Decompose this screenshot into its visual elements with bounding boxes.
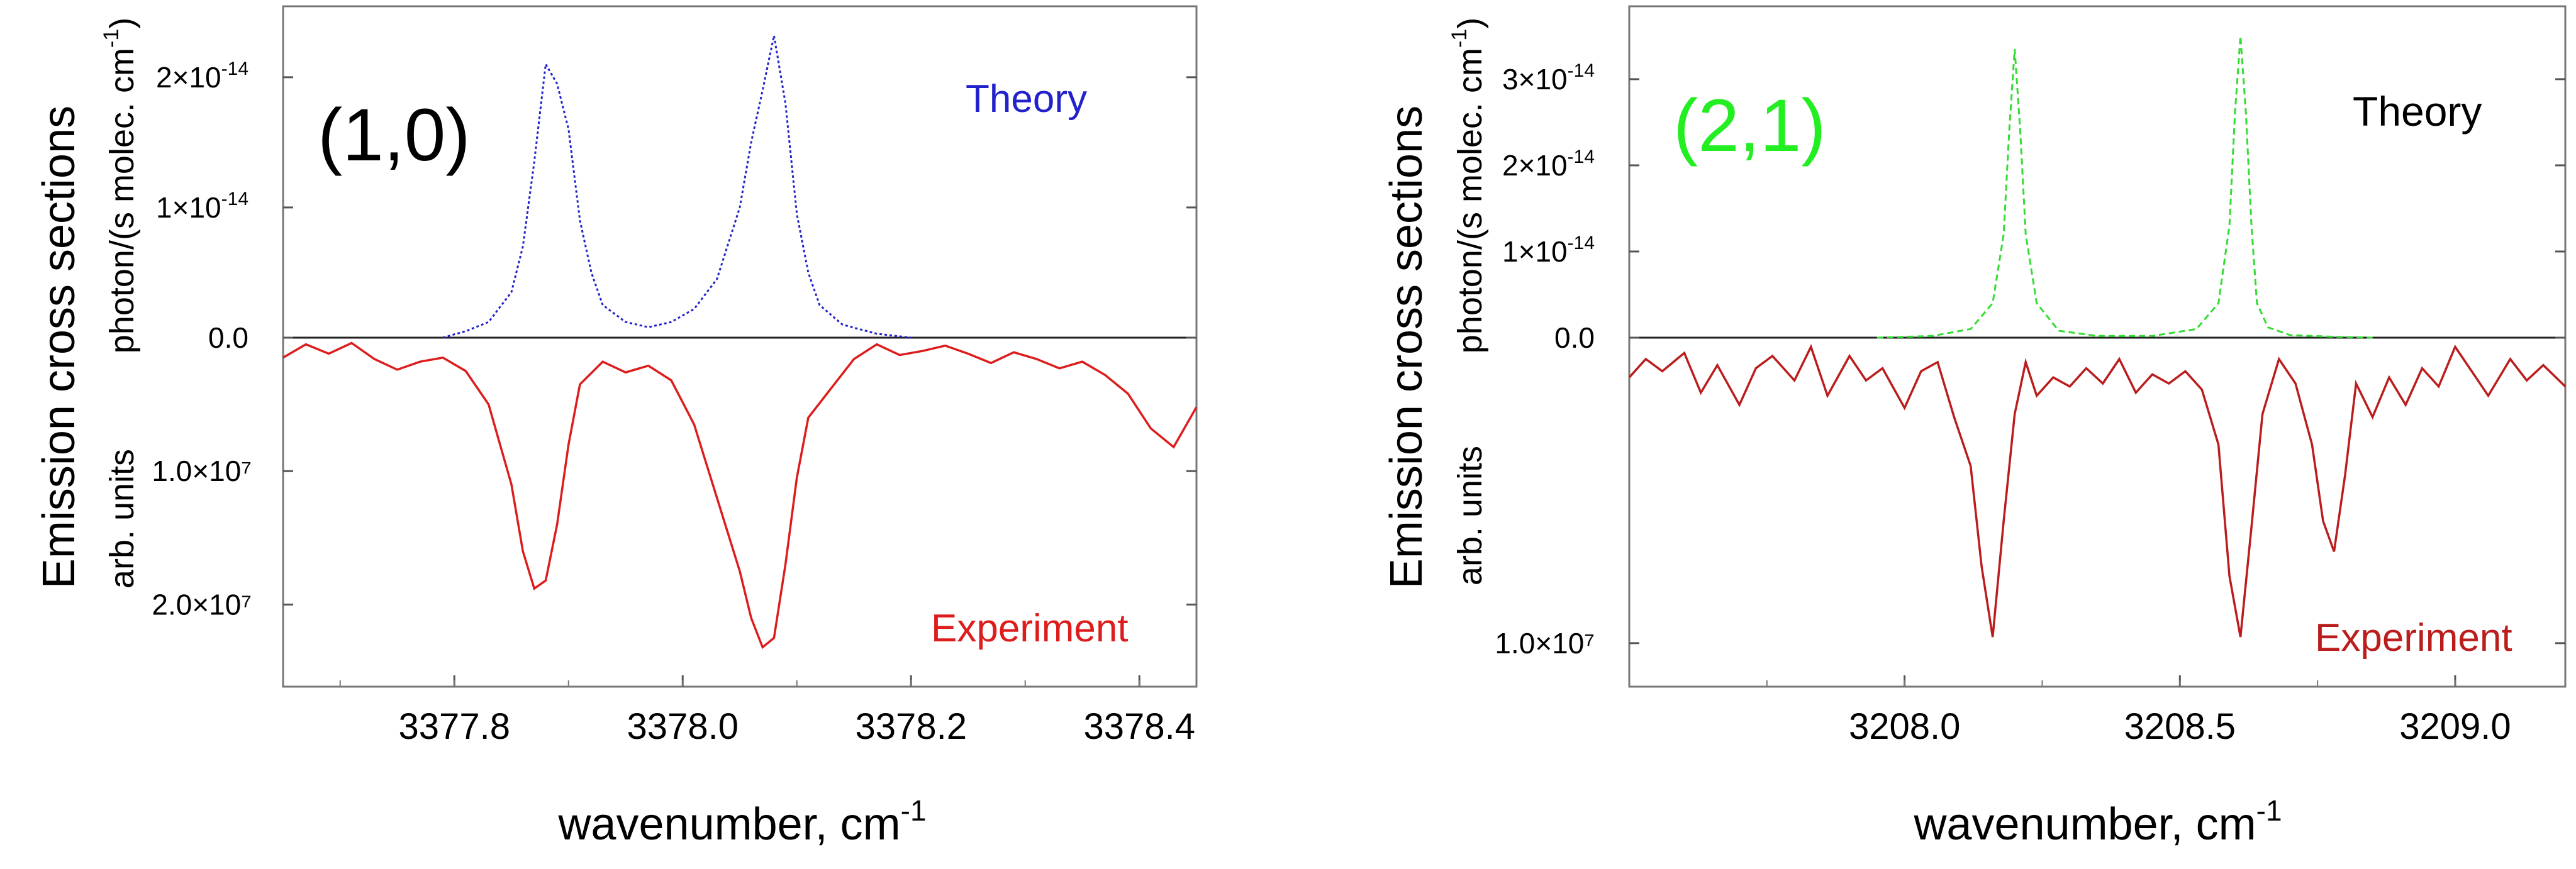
- figure-ylabel: Emission cross sections: [34, 106, 84, 589]
- theory-legend-label: Theory: [966, 77, 1087, 121]
- x-tick-label: 3378.4: [1084, 706, 1195, 747]
- theory-y-tick-label: 1×10-14: [1502, 233, 1595, 268]
- experiment-y-tick-label: 1.0×10⁷: [152, 455, 252, 487]
- experiment-y-tick-label: 2.0×10⁷: [152, 588, 252, 621]
- theory-y-tick-label: 1×10-14: [156, 189, 248, 224]
- theory-ylabel: photon/(s molec. cm-1): [1447, 18, 1489, 353]
- plot-frame: [282, 5, 1198, 688]
- theory-y-tick-label: 0.0: [1554, 321, 1595, 354]
- theory-legend-label: Theory: [2353, 88, 2482, 135]
- experiment-legend-label: Experiment: [931, 607, 1129, 650]
- panel-2-1: (2,1) Theory Experiment 0.0 1×10-14 2×10-1…: [1381, 5, 2567, 850]
- panel-label: (2,1): [1673, 84, 1826, 167]
- x-tick-label: 3209.0: [2399, 706, 2511, 747]
- x-tick-label: 3378.2: [856, 706, 967, 747]
- theory-ylabel: photon/(s molec. cm-1): [99, 18, 141, 353]
- x-axis-label: wavenumber, cm-1: [557, 794, 926, 850]
- figure-ylabel: Emission cross sections: [1381, 106, 1432, 589]
- panel-1-0: (1,0) Theory Experiment 0.0 1×10-14 2×10-1…: [34, 5, 1198, 850]
- theory-y-tick-label: 2×10-14: [156, 58, 248, 94]
- xtick-labels: 3377.8 3378.0 3378.2 3378.4: [399, 706, 1195, 747]
- x-tick-label: 3378.0: [627, 706, 739, 747]
- x-axis-label: wavenumber, cm-1: [1913, 794, 2282, 850]
- experiment-ytick-labels: 1.0×10⁷: [1495, 627, 1595, 660]
- theory-ytick-labels: 0.0 1×10-14 2×10-14: [156, 58, 248, 354]
- plot-frame: [1628, 5, 2567, 688]
- theory-series-line: [442, 35, 912, 339]
- experiment-ylabel: arb. units: [103, 449, 141, 589]
- x-tick-label: 3208.5: [2124, 706, 2236, 747]
- theory-y-tick-label: 2×10-14: [1502, 147, 1595, 182]
- x-tick-label: 3377.8: [399, 706, 510, 747]
- tick-group: [283, 76, 1196, 687]
- theory-ytick-labels: 0.0 1×10-14 2×10-14 3×10-14: [1502, 60, 1595, 354]
- theory-y-tick-label: 3×10-14: [1502, 60, 1595, 96]
- theory-y-tick-label: 0.0: [208, 321, 248, 354]
- experiment-series-line: [282, 341, 1198, 650]
- x-tick-label: 3208.0: [1849, 706, 1960, 747]
- experiment-legend-label: Experiment: [2315, 616, 2512, 660]
- tick-group: [1629, 78, 2565, 687]
- experiment-ylabel: arb. units: [1451, 446, 1489, 585]
- experiment-y-tick-label: 1.0×10⁷: [1495, 627, 1595, 660]
- experiment-ytick-labels: 1.0×10⁷ 2.0×10⁷: [152, 455, 252, 621]
- xtick-labels: 3208.0 3208.5 3209.0: [1849, 706, 2511, 747]
- panel-label: (1,0): [318, 94, 471, 177]
- experiment-series-line: [1628, 344, 2567, 638]
- theory-series-line: [1876, 36, 2373, 339]
